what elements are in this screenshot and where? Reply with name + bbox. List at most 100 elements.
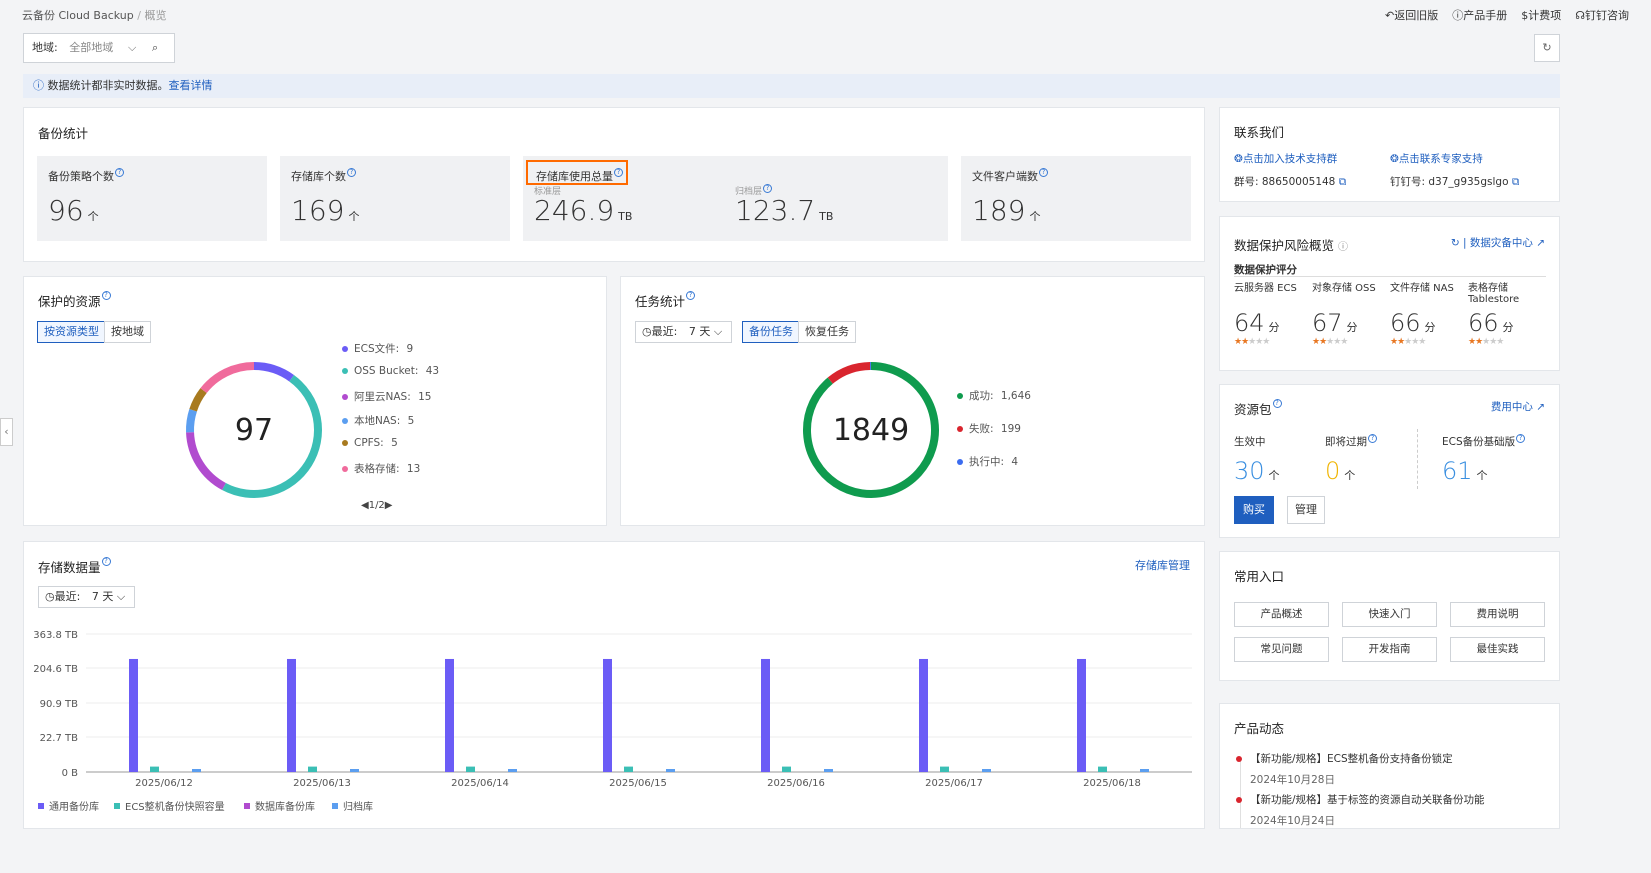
donut-slice-4[interactable] [189, 388, 207, 412]
bar-0[interactable] [129, 658, 138, 772]
refresh-button[interactable]: ↻ [1534, 34, 1560, 62]
entry-button[interactable]: 开发指南 [1342, 637, 1437, 662]
entry-button[interactable]: 常见问题 [1234, 637, 1329, 662]
legend-label[interactable]: 归档库 [343, 800, 373, 813]
bar-1[interactable] [308, 766, 317, 772]
entry-button[interactable]: 费用说明 [1450, 602, 1545, 627]
donut-slice-2[interactable] [186, 431, 226, 491]
help-icon[interactable]: ? [115, 168, 124, 177]
billing-link[interactable]: $计费项 [1521, 9, 1562, 22]
buy-button[interactable]: 购买 [1234, 496, 1274, 524]
help-icon[interactable]: ? [101, 291, 111, 300]
bar-1[interactable] [624, 766, 633, 772]
legend-item[interactable]: ECS文件: 9 [342, 341, 413, 356]
dr-center-link[interactable]: ↻ | 数据灾备中心 ↗ [1450, 237, 1545, 249]
bar-3[interactable] [192, 769, 201, 772]
search-icon[interactable]: ⌕ [152, 41, 159, 54]
y-tick-label: 363.8 TB [33, 630, 78, 641]
view-details-link[interactable]: 查看详情 [168, 79, 213, 92]
entry-button[interactable]: 产品概述 [1234, 602, 1329, 627]
bar-1[interactable] [150, 766, 159, 772]
vault-manage-link[interactable]: 存储库管理 [1135, 559, 1190, 572]
manage-button[interactable]: 管理 [1287, 496, 1325, 524]
legend-label[interactable]: 通用备份库 [49, 800, 99, 813]
region-filter[interactable]: 地域: 全部地域 ⌵ ⌕ [23, 33, 175, 63]
bar-3[interactable] [350, 769, 359, 772]
legend-item[interactable]: CPFS: 5 [342, 437, 398, 449]
tab-by-region[interactable]: 按地域 [104, 321, 151, 343]
legend-label[interactable]: ECS整机备份快照容量 [125, 800, 225, 813]
legend-item[interactable]: 执行中: 4 [957, 454, 1018, 469]
donut-slice-0[interactable] [803, 362, 939, 498]
join-group-link[interactable]: ❂点击加入技术支持群 [1234, 153, 1338, 165]
bar-3[interactable] [508, 769, 517, 772]
bar-1[interactable] [1098, 766, 1107, 772]
donut-slice-5[interactable] [200, 362, 255, 394]
x-tick-label: 2025/06/18 [1083, 778, 1141, 789]
legend-pager[interactable]: ◀1/2▶ [361, 500, 393, 511]
back-old-version-link[interactable]: ↶返回旧版 [1385, 9, 1439, 22]
news-item[interactable]: 【新功能/规格】ECS整机备份支持备份锁定 2024年10月28日 [1236, 751, 1453, 787]
tab-by-type[interactable]: 按资源类型 [37, 321, 106, 343]
help-icon[interactable]: ? [1039, 168, 1048, 177]
bar-0[interactable] [287, 658, 296, 772]
external-link-icon: ↗ [1536, 401, 1545, 413]
bar-0[interactable] [445, 658, 454, 772]
legend-item[interactable]: 本地NAS: 5 [342, 413, 414, 428]
legend-item[interactable]: OSS Bucket: 43 [342, 365, 439, 377]
news-item[interactable]: 【新功能/规格】基于标签的资源自动关联备份功能 2024年10月24日 [1236, 792, 1485, 828]
chevron-down-icon[interactable]: ⌵ [128, 41, 137, 54]
bar-0[interactable] [1077, 658, 1086, 772]
help-icon[interactable]: ? [763, 184, 773, 193]
donut-slice-1[interactable] [827, 362, 871, 384]
risk-score-item: 表格存储 Tablestore 66 分 ★★★★★ [1468, 283, 1544, 347]
region-select[interactable]: 全部地域 [69, 41, 114, 54]
task-stats-card: 任务统计? ◷最近: 7 天 ⌵ 备份任务 恢复任务 1849 成功: 1,64… [620, 276, 1205, 526]
manual-link[interactable]: ⓘ产品手册 [1452, 9, 1508, 22]
bar-3[interactable] [824, 769, 833, 772]
collapse-sidebar-button[interactable]: ‹ [0, 418, 13, 446]
expert-link[interactable]: ❂点击联系专家支持 [1390, 153, 1483, 165]
legend-label[interactable]: 数据库备份库 [255, 800, 315, 813]
help-icon[interactable]: ? [1272, 399, 1282, 408]
fee-center-link[interactable]: 费用中心 ↗ [1490, 401, 1545, 413]
legend-item[interactable]: 成功: 1,646 [957, 388, 1031, 403]
tab-backup-tasks[interactable]: 备份任务 [742, 321, 800, 343]
legend-item[interactable]: 表格存储: 13 [342, 461, 420, 476]
donut-slice-0[interactable] [253, 362, 294, 382]
help-icon[interactable]: ? [1368, 434, 1377, 443]
bar-0[interactable] [761, 658, 770, 772]
legend-item[interactable]: 阿里云NAS: 15 [342, 389, 431, 404]
bar-3[interactable] [1140, 769, 1149, 772]
task-total: 1849 [833, 413, 909, 448]
copy-icon[interactable]: ⧉ [1511, 176, 1520, 188]
bar-1[interactable] [940, 766, 949, 772]
x-tick-label: 2025/06/16 [767, 778, 825, 789]
undo-icon: ↶ [1385, 9, 1395, 22]
bar-1[interactable] [466, 766, 475, 772]
dingtalk-link[interactable]: ☊钉钉咨询 [1575, 9, 1629, 22]
help-icon[interactable]: ? [101, 557, 111, 566]
help-icon[interactable]: ? [614, 168, 623, 177]
breadcrumb-app[interactable]: 云备份 Cloud Backup [22, 9, 134, 22]
help-icon[interactable]: ? [1516, 434, 1526, 443]
copy-icon[interactable]: ⧉ [1338, 176, 1347, 188]
legend-item[interactable]: 失败: 199 [957, 421, 1021, 436]
donut-slice-3[interactable] [186, 408, 197, 433]
task-range-select[interactable]: ◷最近: 7 天 ⌵ [635, 321, 732, 343]
help-icon[interactable]: ? [347, 168, 356, 177]
help-icon[interactable]: ? [686, 291, 696, 300]
entry-button[interactable]: 快速入门 [1342, 602, 1437, 627]
entry-button[interactable]: 最佳实践 [1450, 637, 1545, 662]
info-icon: ⓘ [1338, 242, 1348, 253]
bar-3[interactable] [666, 769, 675, 772]
tab-restore-tasks[interactable]: 恢复任务 [798, 321, 856, 343]
bar-1[interactable] [782, 766, 791, 772]
donut-slice-1[interactable] [222, 374, 322, 498]
bar-0[interactable] [919, 658, 928, 772]
storage-range-select[interactable]: ◷最近: 7 天 ⌵ [38, 586, 135, 608]
refresh-icon[interactable]: ↻ [1450, 237, 1460, 249]
bar-0[interactable] [603, 658, 612, 772]
bar-3[interactable] [982, 769, 991, 772]
legend-swatch [332, 803, 338, 809]
